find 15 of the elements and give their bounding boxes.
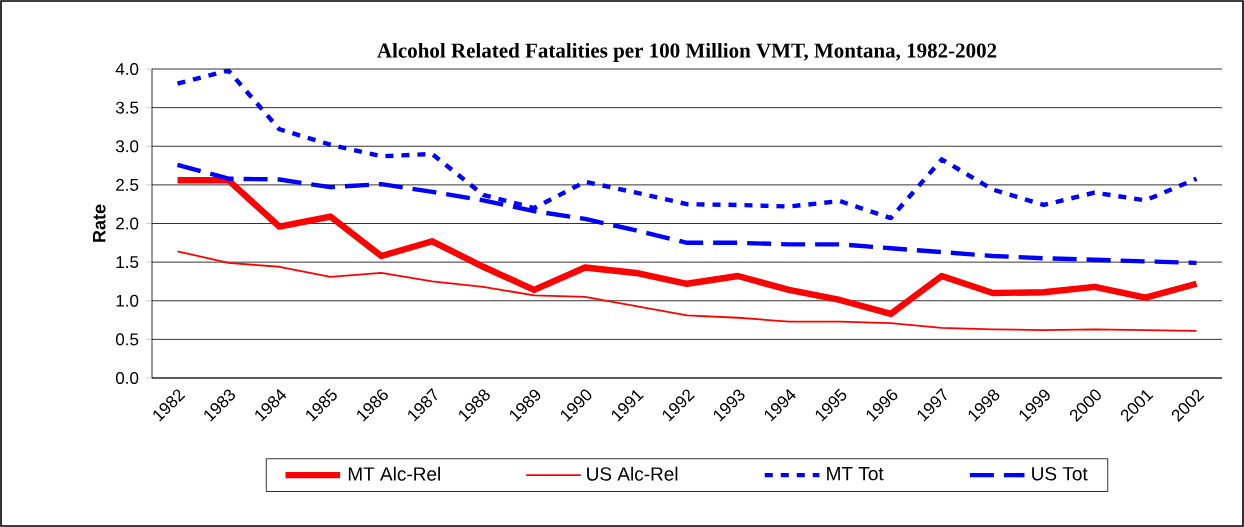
y-tick-label: 1.0 [116, 294, 139, 307]
chart-title: Alcohol Related Fatalities per 100 Million VMT, Montana, 1982-2002 [377, 42, 997, 62]
legend-label: US Alc-Rel [587, 466, 678, 481]
legend-label: MT Tot [827, 467, 884, 481]
y-tick-label: 0.0 [115, 372, 139, 385]
legend-label: US Tot [1032, 466, 1088, 481]
y-tick-label: 2.5 [116, 178, 139, 191]
y-tick-label: 3.5 [115, 101, 139, 114]
y-tick-label: 1.5 [116, 256, 139, 269]
y-tick-label: 3.0 [115, 140, 139, 153]
y-tick-label: 2.0 [116, 217, 139, 230]
y-tick-label: 4.0 [115, 63, 139, 76]
y-axis-title: Rate [93, 204, 106, 242]
y-tick-label: 0.5 [115, 333, 139, 346]
legend-label: MT Alc-Rel [348, 466, 440, 481]
